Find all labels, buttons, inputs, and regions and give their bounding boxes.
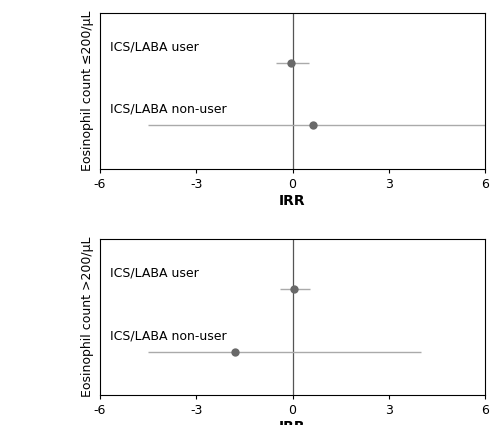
Text: ICS/LABA non-user: ICS/LABA non-user [110, 329, 226, 342]
Text: ICS/LABA non-user: ICS/LABA non-user [110, 103, 226, 116]
Text: ICS/LABA user: ICS/LABA user [110, 40, 198, 54]
Y-axis label: Eosinophil count >200/µL: Eosinophil count >200/µL [82, 237, 94, 397]
Y-axis label: Eosinophil count ≤200/µL: Eosinophil count ≤200/µL [82, 11, 94, 171]
Text: ICS/LABA user: ICS/LABA user [110, 267, 198, 280]
X-axis label: IRR: IRR [279, 194, 306, 208]
X-axis label: IRR: IRR [279, 420, 306, 425]
